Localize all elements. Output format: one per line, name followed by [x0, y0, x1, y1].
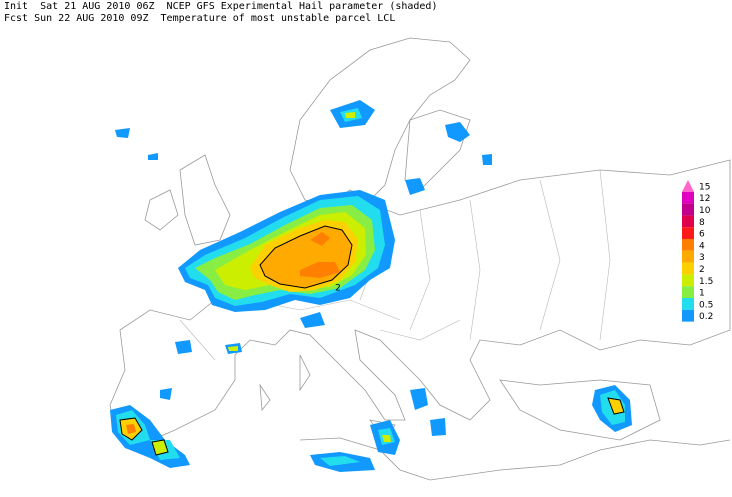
- legend-label: 6: [699, 230, 705, 240]
- hail-shading: [110, 100, 632, 472]
- legend-label: 8: [699, 218, 705, 228]
- legend-label: 4: [699, 241, 705, 251]
- legend: 15 12 10 8 64 3 2 1.5 10.5 0.2: [682, 180, 713, 322]
- legend-swatch: [682, 180, 694, 192]
- legend-label: 2: [699, 265, 705, 275]
- legend-swatch: [682, 215, 694, 228]
- legend-label: 1.5: [699, 277, 713, 287]
- legend-label: 0.2: [699, 312, 713, 322]
- legend-swatch: [682, 191, 694, 204]
- legend-label: 10: [699, 206, 711, 216]
- legend-label: 12: [699, 194, 710, 204]
- contour-label: 2: [335, 284, 341, 294]
- legend-label: 3: [699, 253, 705, 263]
- legend-label: 15: [699, 182, 710, 192]
- legend-label: 0.5: [699, 300, 713, 310]
- legend-swatch: [682, 227, 694, 239]
- header-line: Init Sat 21 AUG 2010 06Z NCEP GFS Experi…: [4, 1, 438, 12]
- legend-swatch: [682, 309, 694, 322]
- legend-swatch: [682, 298, 694, 310]
- legend-label: 1: [699, 289, 705, 299]
- legend-swatch: [682, 286, 694, 298]
- legend-swatch: [682, 274, 694, 287]
- legend-swatch: [682, 203, 694, 216]
- legend-swatch: [682, 262, 694, 275]
- header-line: Fcst Sun 22 AUG 2010 09Z Temperature of …: [4, 13, 396, 24]
- legend-swatch: [682, 239, 694, 251]
- legend-swatch: [682, 250, 694, 263]
